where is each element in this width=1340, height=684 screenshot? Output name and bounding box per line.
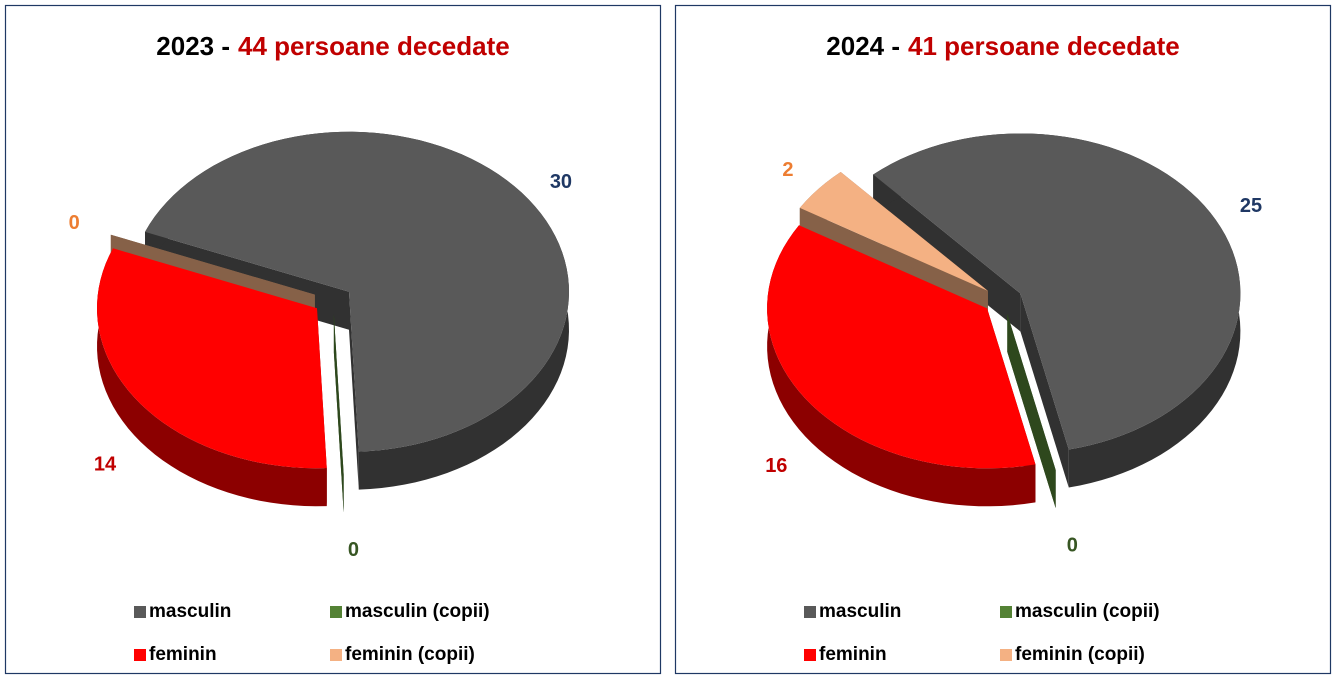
legend-label: masculin (copii) [1015, 601, 1160, 622]
slice-radial-wall [1007, 313, 1056, 508]
data-label: 2 [782, 159, 793, 181]
slice [873, 133, 1241, 450]
legend-swatch [330, 649, 342, 661]
slice-radial-wall [1020, 293, 1069, 488]
data-label: 14 [94, 454, 117, 476]
slice [767, 225, 1036, 469]
slice-side [1007, 313, 1056, 508]
legend-swatch [1000, 606, 1012, 618]
slice-side [333, 314, 344, 513]
legend-label: feminin [149, 644, 217, 665]
chart-title: 2024 - 41 persoane decedate [826, 31, 1179, 61]
data-label: 0 [1067, 534, 1078, 556]
data-label: 16 [765, 455, 787, 477]
legend-label: feminin (copii) [1015, 644, 1145, 665]
slice-outer-wall [767, 225, 1036, 507]
legend-swatch [330, 606, 342, 618]
data-label: 0 [69, 212, 80, 234]
legend-swatch [1000, 649, 1012, 661]
slice-outer-wall [97, 248, 327, 507]
legend-swatch [804, 649, 816, 661]
slice [97, 248, 327, 469]
slice-radial-wall [349, 291, 359, 490]
data-label: 0 [348, 539, 359, 561]
legend-label: feminin (copii) [345, 644, 475, 665]
panel-border [674, 4, 1332, 675]
legend-swatch [134, 606, 146, 618]
panel-border [4, 4, 662, 675]
title-total: 41 persoane decedate [908, 31, 1180, 61]
legend-label: feminin [819, 644, 887, 665]
legend-label: masculin (copii) [345, 601, 490, 622]
legend-label: masculin [819, 601, 901, 622]
legend-label: masculin [149, 601, 231, 622]
data-label: 25 [1240, 195, 1262, 217]
data-label: 30 [550, 171, 572, 193]
title-year: 2023 - [156, 31, 230, 61]
title-total: 44 persoane decedate [238, 31, 510, 61]
slice [799, 172, 988, 291]
title-year: 2024 - [826, 31, 900, 61]
chart-title: 2023 - 44 persoane decedate [156, 31, 509, 61]
slice-radial-wall [333, 314, 344, 513]
legend-swatch [134, 649, 146, 661]
slice [145, 131, 569, 452]
legend-swatch [804, 606, 816, 618]
